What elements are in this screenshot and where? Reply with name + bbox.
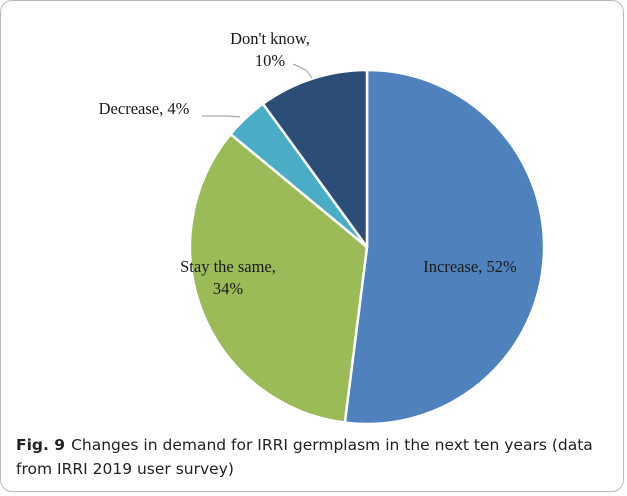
pie-slice-3 — [261, 68, 369, 249]
slice-label-3: Don't know, 10% — [230, 29, 310, 70]
slice-label-2: Decrease, 4% — [99, 99, 190, 118]
figure-caption: Fig. 9 Changes in demand for IRRI germpla… — [16, 433, 616, 481]
slice-label-line: Stay the same, — [180, 257, 276, 276]
pie-slices — [188, 68, 546, 426]
leader-line-2 — [202, 115, 241, 118]
caption-text: Changes in demand for IRRI germplasm in … — [16, 436, 593, 478]
pie-slice-1 — [188, 132, 369, 424]
leader-line-3 — [292, 63, 313, 79]
figure-number: Fig. 9 — [16, 436, 66, 454]
slice-labels: Increase, 52% Stay the same, 34% Decrease, … — [99, 29, 517, 298]
slice-label-line: Increase, 52% — [423, 257, 517, 276]
slice-label-1: Stay the same, 34% — [180, 257, 276, 298]
slice-label-line: Decrease, 4% — [99, 99, 190, 118]
slice-label-line: 34% — [213, 279, 244, 298]
slice-label-line: 10% — [255, 51, 286, 70]
leader-lines — [202, 63, 313, 118]
slice-label-line: Don't know, — [230, 29, 310, 48]
pie-slice-0 — [343, 68, 546, 426]
slice-label-0: Increase, 52% — [423, 257, 517, 276]
